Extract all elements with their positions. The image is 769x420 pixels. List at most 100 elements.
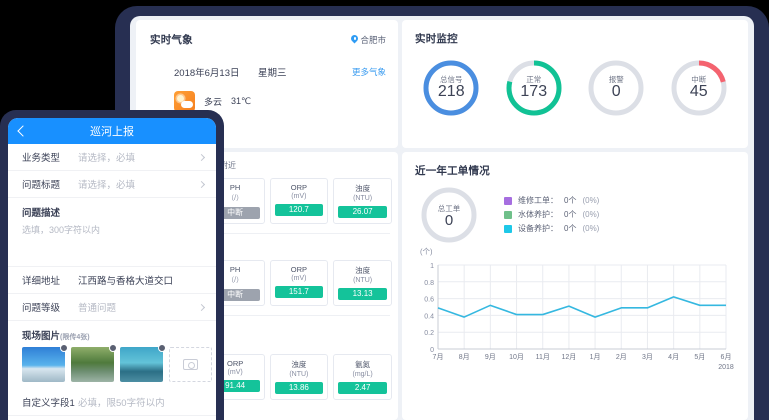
x-tick-label: 8月 xyxy=(459,353,470,361)
legend-item: 设备养护： 0个 (0%) xyxy=(504,222,599,236)
metric-value: 151.7 xyxy=(274,286,324,298)
phone-title: 巡河上报 xyxy=(90,126,134,138)
x-tick-label: 9月 xyxy=(485,353,496,361)
metric-card[interactable]: ORP (mV) 151.7 xyxy=(269,260,329,306)
y-tick-label: 1 xyxy=(430,263,434,270)
legend-percent: (0%) xyxy=(582,196,600,205)
more-weather-link[interactable]: 更多气象 xyxy=(351,67,386,77)
photo-thumbnail[interactable] xyxy=(22,344,68,382)
weather-weekday: 星期三 xyxy=(257,68,287,79)
metric-value: 13.86 xyxy=(274,382,324,394)
workorder-title: 近一年工单情况 xyxy=(415,165,490,177)
y-tick-label: 0.4 xyxy=(424,313,434,320)
weather-temperature: 31℃ xyxy=(231,96,252,106)
chart-unit-label: (个) xyxy=(420,247,433,256)
chevron-right-icon xyxy=(197,303,206,311)
metric-unit: (NTU) xyxy=(353,195,373,202)
metric-card[interactable]: ORP (mV) 120.7 xyxy=(269,178,329,224)
divider xyxy=(144,315,390,316)
legend-count: 0个 xyxy=(564,224,577,233)
legend-swatch xyxy=(504,197,512,205)
legend-count: 0个 xyxy=(564,196,577,205)
workorder-summary: 总工单 0 维修工单： 0个 (0%) 水体养护： 0个 (0%) 设备养护： 0个 (0%) xyxy=(402,178,748,246)
field-description[interactable]: 问题描述 选填，300字符以内 xyxy=(8,198,216,267)
total-workorder-label: 总工单 xyxy=(437,204,461,213)
field-address-value: 江西路与香格大道交口 xyxy=(78,276,174,287)
legend-name: 水体养护： xyxy=(518,210,558,219)
weather-date-group: 2018年6月13日 星期三 xyxy=(174,63,286,81)
field-custom-1[interactable]: 自定义字段1 必填，限50字符以内 xyxy=(8,389,216,416)
field-address[interactable]: 详细地址 江西路与香格大道交口 xyxy=(8,267,216,294)
weather-condition-row: 多云 31℃ xyxy=(136,81,398,112)
workorder-card: 近一年工单情况 总工单 0 维修工单： 0个 (0%) 水体养护： 0个 (0%) 设备养护… xyxy=(402,152,748,420)
field-problem-title-placeholder: 请选择，必填 xyxy=(78,180,136,191)
gauge-value: 45 xyxy=(689,83,708,100)
gauge-正常: 正常 173 xyxy=(501,55,567,121)
gauge-value: 0 xyxy=(611,83,621,100)
field-problem-level-value: 普通问题 xyxy=(78,303,117,314)
field-description-label: 问题描述 xyxy=(22,208,61,219)
x-tick-label: 12月 xyxy=(562,353,577,361)
description-textarea[interactable] xyxy=(22,236,202,266)
gauge-报警: 报警 0 xyxy=(583,55,649,121)
field-photos-label: 现场图片(限传4张) xyxy=(8,321,216,342)
chevron-right-icon xyxy=(197,153,206,161)
metric-card[interactable]: 浊度 (NTU) 13.86 xyxy=(269,354,329,400)
delete-photo-icon[interactable] xyxy=(109,344,117,352)
metric-name: ORP xyxy=(290,183,307,192)
weather-location[interactable]: 合肥市 xyxy=(351,34,386,46)
monitor-title: 实时监控 xyxy=(415,33,458,45)
metric-unit: (mV) xyxy=(227,369,243,376)
metric-card[interactable]: 氨氮 (mg/L) 2.47 xyxy=(333,354,392,400)
legend-swatch xyxy=(504,225,512,233)
metric-name: ORP xyxy=(226,359,244,368)
mobile-report-form: 巡河上报 业务类型 请选择，必填 问题标题 请选择，必填 问题描述 选填，300… xyxy=(8,118,216,420)
legend-percent: (0%) xyxy=(582,224,600,233)
location-pin-icon xyxy=(351,35,358,44)
y-tick-label: 0.6 xyxy=(424,297,434,304)
metric-unit: (mV) xyxy=(291,193,307,200)
gauge-label: 报警 xyxy=(608,75,624,84)
metric-value: 2.47 xyxy=(338,382,387,394)
metric-name: 氨氮 xyxy=(355,360,371,369)
field-address-label: 详细地址 xyxy=(22,276,61,287)
x-tick-label: 3月 xyxy=(642,353,653,361)
metric-name: 浊度 xyxy=(291,360,307,369)
field-business-type[interactable]: 业务类型 请选择，必填 xyxy=(8,144,216,171)
photo-thumbnail[interactable] xyxy=(120,344,166,382)
legend-item: 维修工单： 0个 (0%) xyxy=(504,194,599,208)
phone-titlebar: 巡河上报 xyxy=(8,118,216,144)
x-tick-label: 11月 xyxy=(536,353,550,361)
delete-photo-icon[interactable] xyxy=(60,344,68,352)
add-photo-button[interactable] xyxy=(169,347,212,382)
y-tick-label: 0.2 xyxy=(424,330,434,337)
delete-photo-icon[interactable] xyxy=(158,344,166,352)
x-axis-year-label: 2018 xyxy=(718,364,734,371)
weather-location-label: 合肥市 xyxy=(360,34,386,45)
metric-value: 26.07 xyxy=(338,206,387,218)
gauge-label: 总信号 xyxy=(440,75,463,84)
legend-name: 维修工单： xyxy=(518,196,558,205)
metric-unit: （/） xyxy=(227,195,244,202)
field-problem-level-label: 问题等级 xyxy=(22,303,61,314)
field-business-type-placeholder: 请选择，必填 xyxy=(78,153,136,164)
field-custom-2[interactable]: 自定义字段2 选填，限50字符以内 xyxy=(8,416,216,420)
camera-icon xyxy=(183,359,198,370)
photo-thumbnail-list xyxy=(8,342,216,389)
gauge-label: 正常 xyxy=(526,75,542,84)
metric-unit: (mg/L) xyxy=(352,371,373,378)
field-problem-title[interactable]: 问题标题 请选择，必填 xyxy=(8,171,216,198)
gauge-总信号: 总信号 218 xyxy=(418,55,484,121)
gauge-value: 173 xyxy=(520,83,548,100)
metric-name: PH xyxy=(229,265,241,274)
field-problem-level[interactable]: 问题等级 普通问题 xyxy=(8,294,216,321)
metric-unit: (mV) xyxy=(291,275,307,282)
workorder-legend: 维修工单： 0个 (0%) 水体养护： 0个 (0%) 设备养护： 0个 (0%) xyxy=(504,194,599,236)
metric-name: 浊度 xyxy=(355,184,371,193)
metric-unit: (NTU) xyxy=(289,371,309,378)
x-tick-label: 5月 xyxy=(694,353,705,361)
weather-date-row: 2018年6月13日 星期三 更多气象 xyxy=(136,47,398,81)
photo-thumbnail[interactable] xyxy=(71,344,117,382)
metric-card[interactable]: 浊度 (NTU) 13.13 xyxy=(333,260,392,306)
metric-card[interactable]: 浊度 (NTU) 26.07 xyxy=(333,178,392,224)
